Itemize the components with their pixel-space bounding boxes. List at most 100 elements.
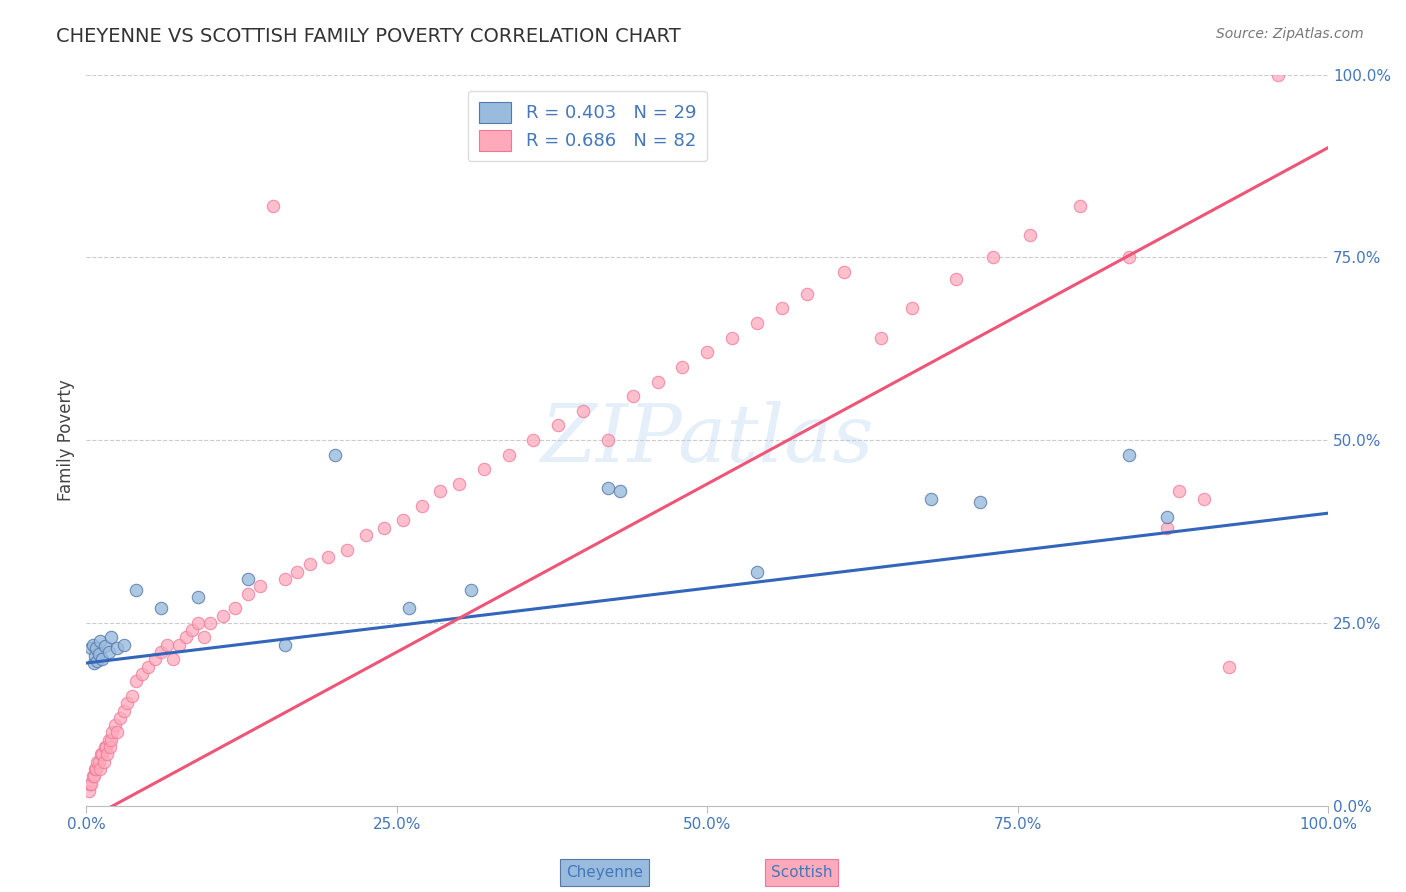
Point (80, 777, 103, 791)
Point (1267, 68, 1289, 82)
Point (89, 762, 111, 776)
Point (1168, 484, 1191, 499)
Point (86, 654, 108, 668)
Point (472, 462, 495, 476)
Point (174, 631, 197, 645)
Point (572, 404, 595, 418)
Point (411, 499, 433, 513)
Point (287, 565, 309, 579)
Point (93, 755, 115, 769)
Point (180, 623, 202, 637)
Point (77, 784, 100, 798)
Point (901, 301, 924, 316)
Point (98, 740, 121, 755)
Point (125, 582, 148, 597)
Point (745, 565, 768, 579)
Point (83, 656, 105, 670)
Point (609, 484, 631, 499)
Y-axis label: Family Poverty: Family Poverty (58, 379, 75, 501)
Point (621, 389, 644, 403)
Point (94, 639, 117, 653)
Point (112, 638, 135, 652)
Point (945, 272, 967, 286)
Point (832, 265, 855, 279)
Point (149, 645, 172, 659)
Point (1156, 509, 1178, 524)
Point (547, 418, 569, 433)
Point (796, 286, 818, 301)
Point (121, 689, 143, 703)
Point (138, 659, 160, 673)
Point (91, 652, 114, 666)
Point (298, 558, 321, 572)
Point (90, 747, 112, 762)
Point (249, 579, 271, 593)
Point (108, 711, 131, 725)
Point (83, 769, 105, 783)
Text: CHEYENNE VS SCOTTISH FAMILY POVERTY CORRELATION CHART: CHEYENNE VS SCOTTISH FAMILY POVERTY CORR… (56, 27, 681, 45)
Point (84, 641, 107, 656)
Point (354, 528, 377, 542)
Point (236, 586, 259, 600)
Point (969, 495, 991, 509)
Point (82, 638, 104, 652)
Point (920, 491, 942, 506)
Point (522, 433, 544, 447)
Point (82, 769, 104, 783)
Point (84, 762, 107, 776)
Point (87, 755, 110, 769)
Point (117, 696, 139, 710)
Text: Source: ZipAtlas.com: Source: ZipAtlas.com (1216, 27, 1364, 41)
Legend: R = 0.403   N = 29, R = 0.686   N = 82: R = 0.403 N = 29, R = 0.686 N = 82 (468, 91, 707, 161)
Point (1069, 199, 1091, 213)
Point (156, 638, 179, 652)
Point (212, 608, 235, 623)
Point (131, 667, 153, 681)
Point (149, 601, 172, 615)
Point (1156, 521, 1178, 535)
Point (981, 250, 1004, 264)
Point (86, 755, 108, 769)
Point (87, 647, 110, 661)
Point (721, 331, 744, 345)
Point (274, 572, 297, 586)
Point (97, 645, 120, 659)
Point (169, 638, 191, 652)
Point (671, 359, 693, 374)
Point (105, 725, 128, 739)
Point (1218, 659, 1240, 673)
Point (79, 777, 101, 791)
Point (1019, 228, 1042, 243)
Point (187, 591, 209, 605)
Point (460, 582, 482, 597)
Point (97, 732, 120, 747)
Text: ZIPatlas: ZIPatlas (540, 401, 875, 479)
Point (447, 477, 470, 491)
Point (262, 199, 284, 213)
Point (187, 615, 209, 630)
Point (80, 641, 103, 656)
Point (398, 601, 420, 615)
Point (125, 674, 148, 689)
Point (1118, 250, 1140, 264)
Point (91, 747, 114, 762)
Point (1118, 448, 1140, 462)
Point (143, 652, 166, 666)
Point (94, 740, 117, 755)
Point (770, 301, 793, 316)
Point (696, 345, 718, 359)
Point (105, 641, 128, 656)
Point (101, 725, 124, 739)
Text: Scottish: Scottish (770, 865, 832, 880)
Text: Cheyenne: Cheyenne (567, 865, 643, 880)
Point (96, 740, 118, 755)
Point (1192, 491, 1215, 506)
Point (162, 652, 184, 666)
Point (104, 718, 127, 732)
Point (112, 704, 135, 718)
Point (274, 638, 297, 652)
Point (392, 513, 415, 527)
Point (596, 433, 619, 447)
Point (318, 549, 340, 564)
Point (200, 615, 222, 630)
